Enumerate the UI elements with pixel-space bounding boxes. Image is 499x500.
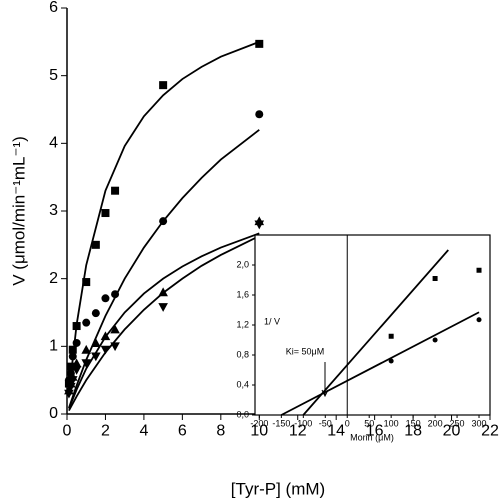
marker-triangle-down: [67, 376, 78, 385]
x-tick-label: 0: [63, 422, 72, 439]
marker-triangle-up: [81, 344, 92, 354]
y-tick-label: 5: [49, 67, 58, 84]
x-tick-label: -50: [319, 419, 332, 429]
marker-square: [476, 267, 482, 273]
x-tick-label: 50: [364, 419, 374, 429]
marker-circle: [388, 358, 394, 364]
marker-triangle-down: [100, 345, 111, 355]
marker-circle: [91, 309, 100, 318]
x-tick-label: 10: [250, 422, 268, 439]
marker-triangle-up: [91, 338, 101, 347]
marker-circle: [255, 110, 264, 119]
x-axis-label: [Tyr-P] (mM): [231, 479, 325, 498]
marker-circle: [82, 318, 91, 327]
x-tick-label: 2: [101, 422, 110, 439]
y-axis-label: V (μmol/min⁻¹mL⁻¹): [9, 136, 28, 286]
marker-square: [68, 345, 77, 354]
x-tick-label: 4: [139, 422, 148, 439]
marker-square: [388, 333, 394, 339]
x-tick-label: 250: [450, 419, 465, 429]
x-tick-label: 0: [345, 419, 350, 429]
inset-frame: [254, 234, 491, 416]
x-tick-label: 18: [404, 422, 422, 439]
x-tick-label: -200: [250, 419, 268, 429]
y-tick-label: 2,0: [236, 259, 249, 269]
y-axis-label: 1/ V: [264, 316, 280, 326]
marker-square: [72, 322, 81, 331]
fit-line: [68, 232, 260, 409]
x-tick-label: 14: [327, 422, 345, 439]
y-tick-label: 1: [49, 338, 58, 355]
x-tick-label: 12: [289, 422, 307, 439]
x-tick-label: 20: [443, 422, 461, 439]
marker-circle: [432, 337, 438, 343]
marker-triangle-down: [71, 366, 82, 375]
y-tick-label: 0,0: [236, 409, 249, 419]
x-tick-label: 300: [472, 419, 487, 429]
marker-square: [101, 209, 110, 218]
annotation: Ki= 50μM: [286, 346, 324, 356]
marker-square: [159, 81, 168, 90]
marker-square: [82, 278, 91, 287]
marker-triangle-down: [66, 382, 76, 392]
y-tick-label: 4: [49, 135, 58, 152]
y-tick-label: 1,2: [236, 319, 249, 329]
marker-triangle-down: [254, 220, 265, 230]
fit-line: [68, 129, 260, 409]
x-tick-label: 100: [384, 419, 399, 429]
x-tick-label: 200: [428, 419, 443, 429]
x-tick-label: 8: [216, 422, 225, 439]
y-tick-label: 2: [49, 270, 58, 287]
y-tick-label: 0,4: [236, 379, 249, 389]
marker-square: [66, 362, 75, 371]
marker-circle: [111, 290, 120, 299]
x-tick-label: -150: [272, 419, 290, 429]
marker-triangle-up: [71, 358, 82, 368]
y-tick-label: 0: [49, 405, 58, 422]
marker-triangle-down: [110, 342, 120, 352]
marker-circle: [72, 338, 81, 347]
marker-circle: [476, 317, 482, 323]
marker-square: [111, 186, 120, 195]
x-tick-label: -100: [294, 419, 312, 429]
marker-triangle-up: [158, 287, 168, 297]
y-tick-label: 6: [49, 0, 58, 16]
marker-triangle-down: [64, 389, 74, 399]
marker-triangle-down: [81, 359, 92, 369]
x-tick-label: 150: [406, 419, 421, 429]
marker-circle: [68, 352, 77, 361]
x-tick-label: 16: [366, 422, 384, 439]
marker-triangle-down: [91, 352, 101, 362]
fit-line: [302, 249, 449, 416]
y-tick-label: 3: [49, 202, 58, 219]
marker-square: [432, 276, 438, 281]
marker-square: [91, 240, 100, 249]
marker-circle: [101, 294, 110, 303]
marker-circle: [159, 217, 168, 226]
marker-square: [255, 39, 264, 48]
fit-line: [280, 311, 480, 416]
y-tick-label: 1,6: [236, 289, 249, 299]
marker-triangle-up: [100, 331, 111, 341]
marker-triangle-up: [110, 324, 120, 334]
y-tick-label: 0,8: [236, 349, 249, 359]
x-tick-label: 6: [178, 422, 187, 439]
x-tick-label: 22: [481, 422, 499, 439]
x-axis-label: Morin (μM): [350, 432, 394, 442]
marker-triangle-down: [158, 303, 168, 312]
fit-line: [68, 235, 260, 412]
